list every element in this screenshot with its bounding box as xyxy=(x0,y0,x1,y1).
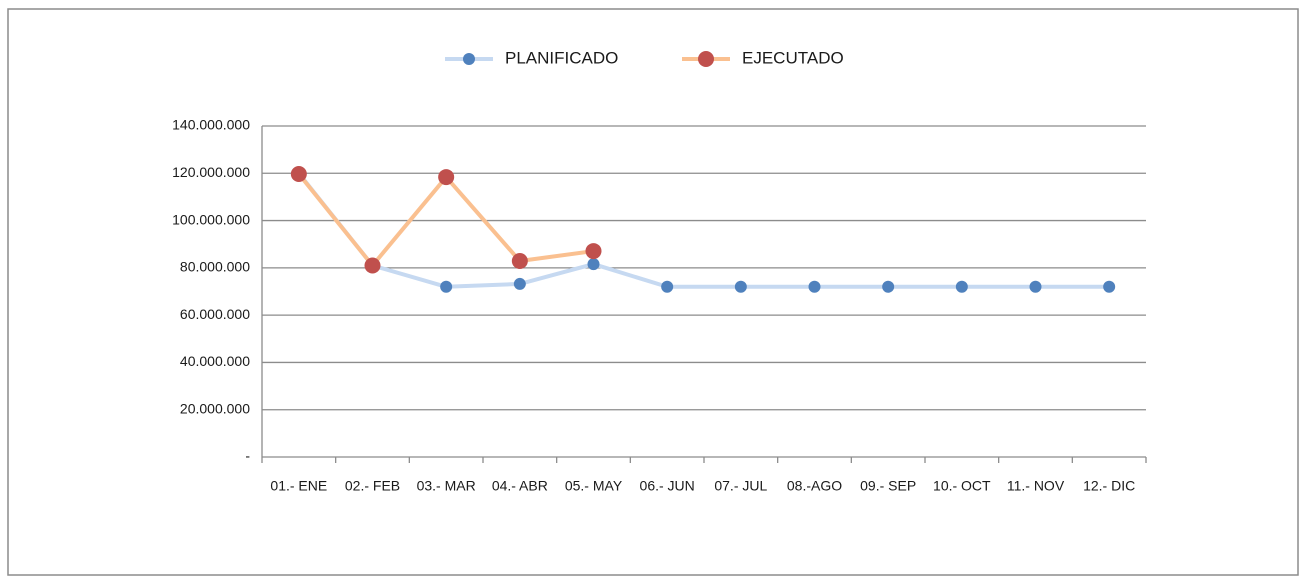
x-tick-label: 08.-AGO xyxy=(787,478,842,494)
series-marker xyxy=(661,280,674,293)
y-tick-label: 120.000.000 xyxy=(172,164,250,180)
y-tick-label: 60.000.000 xyxy=(180,306,250,322)
series-line xyxy=(297,172,1110,289)
series-marker xyxy=(585,243,602,260)
x-tick-label: 12.- DIC xyxy=(1083,478,1135,494)
y-tick-label: 100.000.000 xyxy=(172,211,250,227)
series-marker xyxy=(290,165,307,182)
x-tick-label: 02.- FEB xyxy=(345,478,400,494)
series-marker xyxy=(1103,280,1116,293)
legend-label: PLANIFICADO xyxy=(505,48,618,67)
series-marker xyxy=(438,169,455,186)
series-marker xyxy=(364,257,381,274)
x-tick-label: 01.- ENE xyxy=(270,478,327,494)
x-tick-label: 03.- MAR xyxy=(417,478,476,494)
series-marker xyxy=(734,280,747,293)
series-marker xyxy=(513,277,526,290)
series-marker xyxy=(587,258,600,271)
legend-label: EJECUTADO xyxy=(742,48,844,67)
y-tick-label: 20.000.000 xyxy=(180,400,250,416)
x-tick-label: 09.- SEP xyxy=(860,478,916,494)
y-tick-label: 80.000.000 xyxy=(180,259,250,275)
series-marker xyxy=(808,280,821,293)
series-marker xyxy=(955,280,968,293)
chart-frame xyxy=(7,8,1299,576)
x-tick-label: 07.- JUL xyxy=(714,478,767,494)
x-tick-label: 11.- NOV xyxy=(1007,478,1065,494)
y-tick-label: 140.000.000 xyxy=(172,117,250,133)
series-marker xyxy=(511,253,528,270)
x-tick-label: 05.- MAY xyxy=(565,478,623,494)
x-tick-label: 10.- OCT xyxy=(933,478,991,494)
x-tick-label: 04.- ABR xyxy=(492,478,548,494)
legend-marker xyxy=(463,53,475,65)
series-marker xyxy=(1029,280,1042,293)
y-tick-label: 40.000.000 xyxy=(180,353,250,369)
series-marker xyxy=(882,280,895,293)
y-tick-label: - xyxy=(245,448,250,464)
x-tick-label: 06.- JUN xyxy=(640,478,695,494)
series-marker xyxy=(440,280,453,293)
legend-marker xyxy=(698,51,714,67)
